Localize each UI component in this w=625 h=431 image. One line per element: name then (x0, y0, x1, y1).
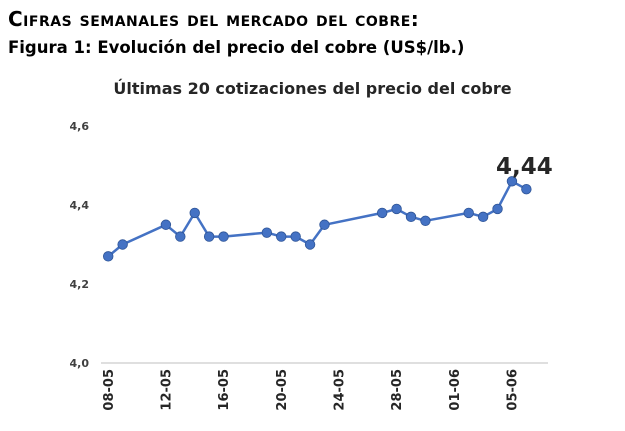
heading: Cifras semanales del mercado del cobre: (8, 7, 420, 31)
y-tick-label: 4,4 (70, 199, 90, 212)
data-point (376, 207, 388, 219)
data-point (506, 176, 518, 187)
data-point (405, 211, 417, 223)
data-point (290, 231, 301, 242)
data-point (463, 207, 474, 219)
data-point (420, 215, 431, 227)
figure-label: Figura 1: Evolución del precio del cobre… (8, 38, 465, 57)
x-tick-label: 16-05 (217, 369, 232, 411)
data-point (521, 183, 532, 195)
data-point (304, 239, 316, 250)
data-point (477, 211, 489, 223)
data-point (189, 207, 200, 219)
data-label: 4,44 (496, 154, 553, 180)
data-point (319, 219, 330, 230)
y-tick-label: 4,2 (70, 278, 90, 291)
y-tick-label: 4,0 (70, 357, 90, 370)
data-point (218, 231, 229, 242)
data-point (492, 203, 503, 215)
x-tick-label: 12-05 (159, 369, 174, 411)
y-tick-label: 4,6 (70, 120, 90, 133)
data-point (276, 231, 287, 242)
data-point (103, 251, 114, 262)
x-tick-label: 01-06 (448, 369, 463, 411)
x-tick-label: 08-05 (102, 369, 117, 411)
data-point (117, 239, 128, 250)
x-tick-label: 28-05 (390, 369, 405, 411)
chart-title: Últimas 20 cotizaciones del precio del c… (113, 79, 512, 98)
data-point (203, 231, 215, 242)
series-line (107, 180, 528, 258)
data-point (175, 231, 186, 242)
x-tick-label: 20-05 (275, 369, 290, 411)
data-point (391, 203, 402, 215)
x-tick-label: 05-06 (506, 369, 521, 411)
data-point (261, 227, 273, 238)
data-point (160, 219, 172, 230)
x-tick-label: 24-05 (332, 369, 347, 411)
